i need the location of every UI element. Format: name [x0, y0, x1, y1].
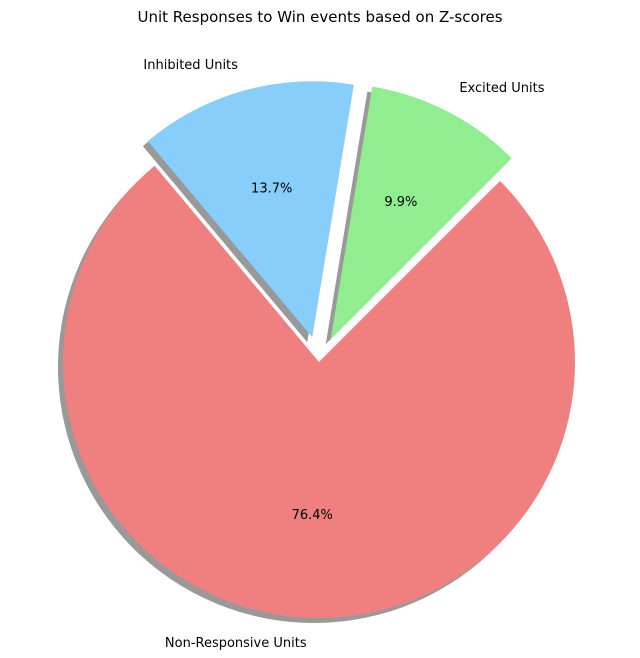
slice-non-responsive-units: [62, 165, 575, 619]
slice-inhibited-units: [147, 81, 354, 338]
label-non-responsive-units: Non-Responsive Units: [165, 636, 307, 651]
pct-label-inhibited-units: 13.7%: [251, 182, 292, 197]
chart-title: Unit Responses to Win events based on Z-…: [137, 8, 502, 26]
pct-label-excited-units: 9.9%: [384, 195, 417, 210]
slices: [62, 81, 575, 619]
label-inhibited-units: Inhibited Units: [143, 58, 238, 73]
labels: Excited Units 9.9% Inhibited Units 13.7% Non…: [143, 58, 544, 651]
slice-excited-units: [330, 86, 512, 340]
pct-label-non-responsive-units: 76.4%: [292, 508, 333, 523]
label-excited-units: Excited Units: [459, 81, 544, 96]
